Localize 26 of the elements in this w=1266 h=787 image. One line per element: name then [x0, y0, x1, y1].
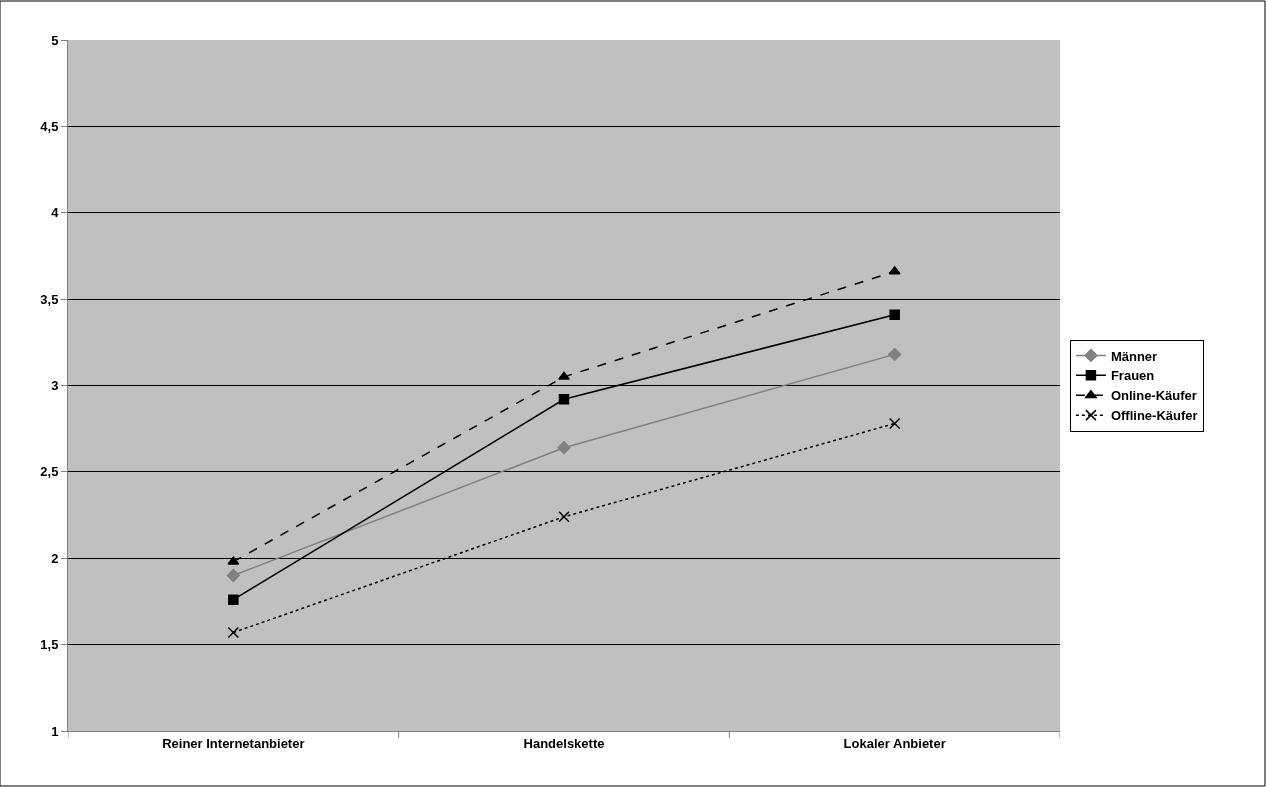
legend-label: Online-Käufer — [1110, 388, 1197, 404]
point — [558, 511, 570, 523]
point — [889, 309, 900, 320]
y-tick-label: 5 — [51, 32, 59, 48]
point — [888, 417, 901, 430]
x-tick-label: Reiner Internetanbieter — [162, 735, 305, 751]
legend-label: Männer — [1110, 348, 1158, 364]
point — [226, 568, 240, 583]
legend-label: Offline-Käufer — [1110, 408, 1198, 424]
point — [557, 441, 571, 455]
y-tick-label: 1 — [51, 723, 59, 739]
y-tick-label: 4,5 — [40, 118, 59, 134]
y-tick-label: 2 — [51, 550, 59, 566]
point — [228, 594, 239, 605]
y-tick-label: 2,5 — [40, 464, 59, 480]
point — [558, 371, 570, 380]
point — [558, 394, 570, 405]
point — [888, 347, 902, 361]
y-tick-label: 3 — [51, 378, 59, 394]
x-tick-label: Lokaler Anbieter — [843, 735, 946, 751]
x-tick-label: Handelskette — [523, 735, 605, 751]
legend-label: Frauen — [1110, 368, 1155, 384]
point — [227, 626, 240, 639]
y-tick-label: 4 — [51, 205, 60, 221]
y-tick-label: 3,5 — [40, 291, 59, 307]
y-tick-label: 1,5 — [40, 637, 59, 653]
